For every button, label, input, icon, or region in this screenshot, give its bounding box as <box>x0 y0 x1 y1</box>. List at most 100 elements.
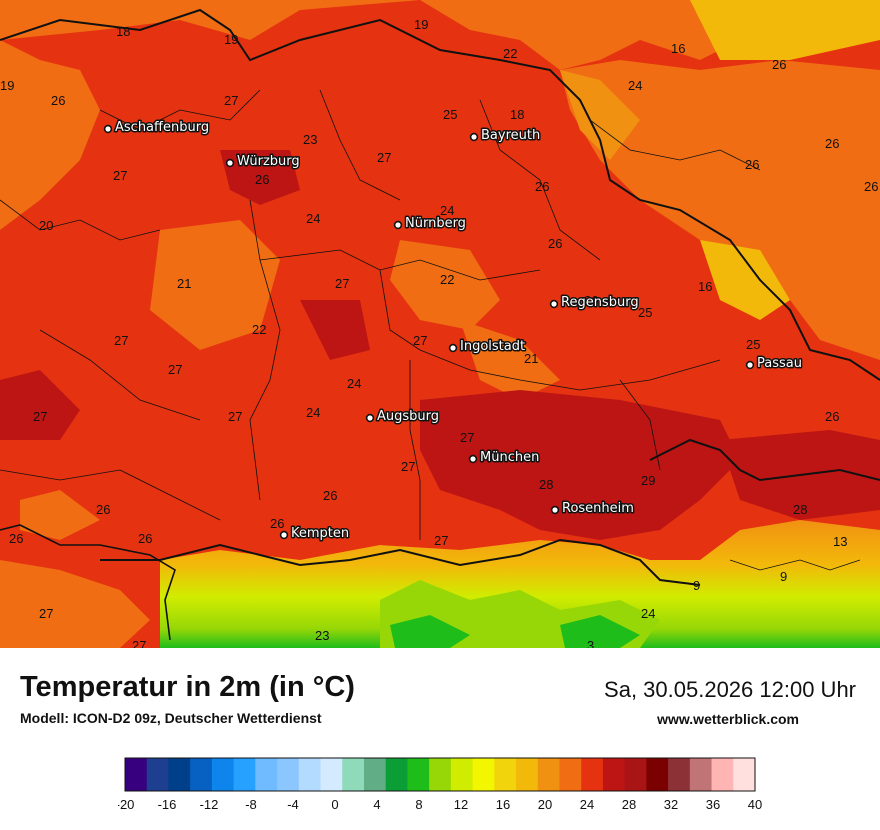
city-label: Kempten <box>291 526 349 541</box>
temperature-labels: 18 19 19 19 22 16 26 26 27 24 25 18 23 2… <box>0 17 878 648</box>
temperature-label: 26 <box>255 172 269 187</box>
temperature-label: 20 <box>39 218 53 233</box>
temperature-label: 26 <box>548 236 562 251</box>
temperature-label: 16 <box>671 41 685 56</box>
legend-tick-label: -12 <box>200 797 219 812</box>
city-ingolstadt: Ingolstadt <box>448 338 527 356</box>
temperature-label: 22 <box>252 322 266 337</box>
forecast-datetime: Sa, 30.05.2026 12:00 Uhr <box>604 677 856 702</box>
map-title: Temperatur in 2m (in °C) <box>20 671 355 703</box>
temperature-label: 27 <box>113 168 127 183</box>
temperature-label: 26 <box>270 516 284 531</box>
temperature-label: 24 <box>306 405 320 420</box>
temperature-label: 27 <box>335 276 349 291</box>
legend-swatch <box>429 758 452 791</box>
temperature-label: 23 <box>315 628 329 643</box>
legend-tick-label: -16 <box>158 797 177 812</box>
temperature-label: 28 <box>793 502 807 517</box>
temperature-label: 27 <box>377 150 391 165</box>
color-legend: -20 -16 -12 -8 -4 0 4 8 12 16 20 24 28 32 36 40 <box>118 757 762 812</box>
legend-tick-label: 0 <box>331 797 338 812</box>
temperature-label: 26 <box>96 502 110 517</box>
temperature-label: 26 <box>9 531 23 546</box>
temperature-label: 26 <box>138 531 152 546</box>
temperature-label: 26 <box>323 488 337 503</box>
legend-swatch <box>320 758 343 791</box>
temperature-label: 23 <box>303 132 317 147</box>
legend-tick-label: -8 <box>245 797 257 812</box>
temperature-label: 19 <box>0 78 14 93</box>
temperature-label: 21 <box>177 276 191 291</box>
legend-swatch <box>146 758 170 791</box>
legend-tick-label: -20 <box>118 797 134 812</box>
city-regensburg: Regensburg <box>549 294 640 312</box>
legend-swatch <box>516 758 539 791</box>
temperature-label: 9 <box>780 569 787 584</box>
legend-tick-label: 36 <box>706 797 720 812</box>
legend-swatch <box>624 758 647 791</box>
temperature-label: 26 <box>825 136 839 151</box>
temperature-label: 25 <box>746 337 760 352</box>
legend-tick-label: 32 <box>664 797 678 812</box>
temperature-label: 13 <box>833 534 847 549</box>
temperature-label: 9 <box>693 578 700 593</box>
legend-swatch <box>168 758 191 791</box>
temperature-label: 21 <box>524 351 538 366</box>
temperature-label: 19 <box>224 32 238 47</box>
city-label: München <box>480 450 539 465</box>
legend-swatch <box>646 758 669 791</box>
legend-swatch <box>537 758 561 791</box>
temperature-label: 19 <box>414 17 428 32</box>
legend-swatch <box>450 758 474 791</box>
legend-swatch <box>559 758 582 791</box>
temperature-label: 24 <box>306 211 320 226</box>
temperature-label: 26 <box>584 293 598 308</box>
temperature-label: 27 <box>33 409 47 424</box>
city-wuerzburg: Würzburg <box>225 153 301 171</box>
city-bayreuth: Bayreuth <box>469 127 542 145</box>
map-subtitle: Modell: ICON-D2 09z, Deutscher Wetterdie… <box>20 710 322 726</box>
city-label: Nürnberg <box>405 216 466 231</box>
legend-swatch <box>277 758 300 791</box>
legend-frame <box>124 757 756 792</box>
temperature-label: 26 <box>51 93 65 108</box>
city-rosenheim: Rosenheim <box>550 500 635 518</box>
temperature-label: 27 <box>434 533 448 548</box>
temperature-label: 27 <box>114 333 128 348</box>
temperature-label: 25 <box>443 107 457 122</box>
city-label: Aschaffenburg <box>115 120 209 135</box>
city-label: Bayreuth <box>481 128 540 143</box>
city-markers: Aschaffenburg Würzburg Bayreuth Nürnberg… <box>103 119 803 543</box>
temperature-label: 24 <box>347 376 361 391</box>
temperature-label: 22 <box>440 272 454 287</box>
legend-swatch <box>385 758 409 791</box>
legend-tick-label: 40 <box>748 797 762 812</box>
temperature-label: 26 <box>745 157 759 172</box>
temperature-label: 26 <box>772 57 786 72</box>
legend-swatch <box>407 758 430 791</box>
legend-tick-label: 12 <box>454 797 468 812</box>
city-label: Passau <box>757 356 802 371</box>
city-augsburg: Augsburg <box>365 408 441 426</box>
temperature-label: 26 <box>825 409 839 424</box>
temperature-label: 27 <box>168 362 182 377</box>
temperature-field <box>0 0 880 648</box>
city-label: Ingolstadt <box>460 339 525 354</box>
city-aschaffenburg: Aschaffenburg <box>103 119 211 137</box>
website-link[interactable]: www.wetterblick.com <box>657 711 799 727</box>
legend-swatch <box>494 758 517 791</box>
legend-ticks: -20 -16 -12 -8 -4 0 4 8 12 16 20 24 28 32 36 40 <box>118 797 762 812</box>
temperature-label: 27 <box>39 606 53 621</box>
temperature-map: 18 19 19 19 22 16 26 26 27 24 25 18 23 2… <box>0 0 880 648</box>
temperature-label: 25 <box>638 305 652 320</box>
city-label: Rosenheim <box>562 501 634 516</box>
temperature-label: 22 <box>503 46 517 61</box>
legend-swatch <box>668 758 691 791</box>
legend-tick-label: 20 <box>538 797 552 812</box>
legend-swatch <box>125 758 148 791</box>
legend-swatch <box>711 758 734 791</box>
temperature-label: 27 <box>228 409 242 424</box>
legend-swatch <box>233 758 256 791</box>
legend-tick-label: 8 <box>415 797 422 812</box>
legend-swatch <box>363 758 387 791</box>
